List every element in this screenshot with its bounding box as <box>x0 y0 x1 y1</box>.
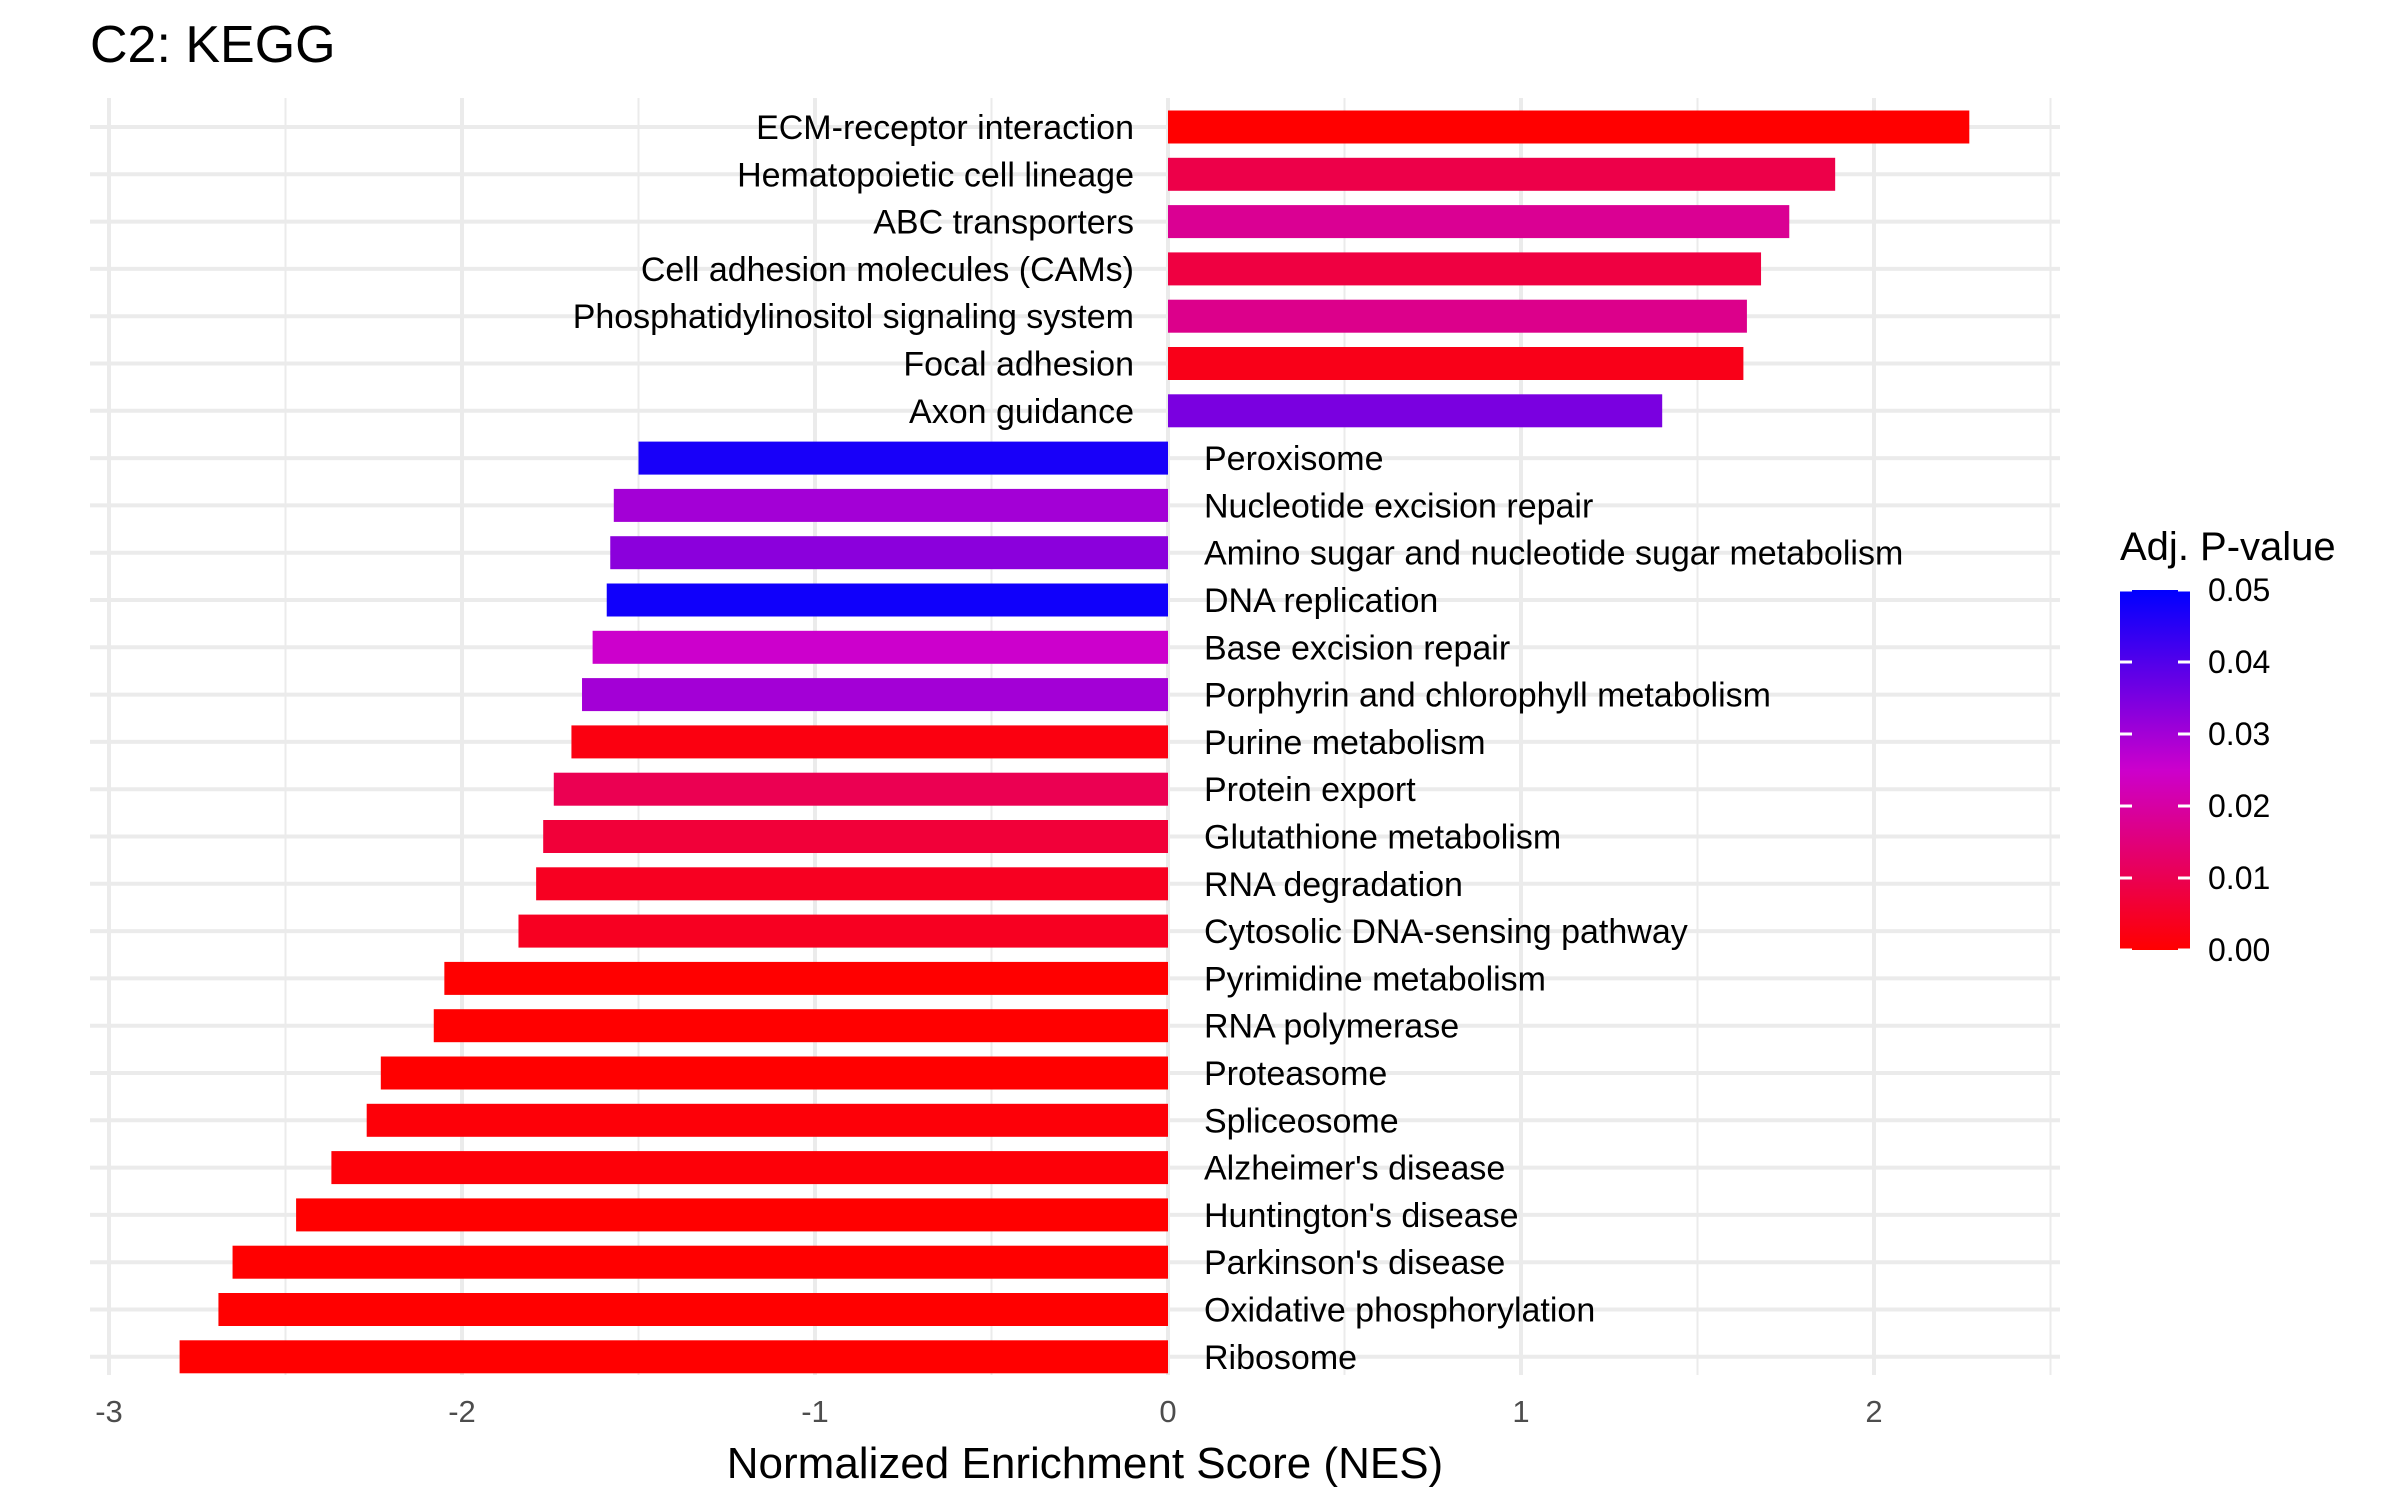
bar-9 <box>610 536 1168 570</box>
bar-21 <box>366 1103 1168 1137</box>
legend-tick-label: 0.03 <box>2208 716 2270 752</box>
color-legend: Adj. P-value 0.05 0.04 0.03 0.02 0.01 0.00 <box>2120 525 2336 968</box>
category-label-6: Axon guidance <box>909 393 1134 431</box>
x-tick-label: 0 <box>1159 1394 1176 1429</box>
bar-0 <box>1168 110 1970 144</box>
category-label-22: Alzheimer's disease <box>1204 1150 1505 1188</box>
category-label-23: Huntington's disease <box>1204 1197 1519 1235</box>
bar-11 <box>592 630 1168 664</box>
bar-14 <box>553 772 1168 806</box>
bar-13 <box>571 725 1168 759</box>
legend-tick-label: 0.01 <box>2208 860 2270 896</box>
legend-title: Adj. P-value <box>2120 525 2336 569</box>
legend-tick-label: 0.00 <box>2208 932 2270 968</box>
category-label-26: Ribosome <box>1204 1339 1357 1377</box>
category-label-17: Cytosolic DNA-sensing pathway <box>1204 913 1688 951</box>
category-label-11: Base excision repair <box>1204 629 1510 667</box>
category-label-14: Protein export <box>1204 771 1416 809</box>
x-tick-label: -3 <box>95 1394 123 1429</box>
category-label-21: Spliceosome <box>1204 1102 1399 1140</box>
legend-ticks-group: 0.05 0.04 0.03 0.02 0.01 0.00 <box>2120 572 2270 968</box>
bar-15 <box>543 820 1168 853</box>
bars-group <box>179 110 1970 1374</box>
category-label-10: DNA replication <box>1204 582 1438 620</box>
bar-7 <box>638 441 1168 475</box>
bar-20 <box>380 1056 1168 1090</box>
category-label-18: Pyrimidine metabolism <box>1204 960 1546 998</box>
bar-26 <box>179 1340 1169 1374</box>
bar-5 <box>1168 347 1744 380</box>
category-label-20: Proteasome <box>1204 1055 1387 1093</box>
x-tick-label: -1 <box>801 1394 829 1429</box>
category-label-16: RNA degradation <box>1204 866 1463 904</box>
x-axis-title: Normalized Enrichment Score (NES) <box>727 1439 1443 1488</box>
bar-12 <box>582 678 1168 712</box>
chart-title: C2: KEGG <box>90 16 336 74</box>
category-labels-group: ECM-receptor interaction Hematopoietic ce… <box>573 109 1904 1377</box>
category-label-1: Hematopoietic cell lineage <box>737 156 1134 194</box>
category-label-25: Oxidative phosphorylation <box>1204 1292 1595 1330</box>
category-label-15: Glutathione metabolism <box>1204 819 1561 857</box>
category-label-13: Purine metabolism <box>1204 724 1486 762</box>
bar-4 <box>1168 299 1747 333</box>
category-label-19: RNA polymerase <box>1204 1008 1459 1046</box>
x-tick-label: 2 <box>1865 1394 1882 1429</box>
category-label-12: Porphyrin and chlorophyll metabolism <box>1204 677 1771 715</box>
category-label-8: Nucleotide excision repair <box>1204 487 1593 525</box>
legend-colorbar <box>2120 590 2190 950</box>
bar-18 <box>444 961 1169 995</box>
x-tick-labels-group: -3 -2 -1 0 1 2 <box>95 1394 1882 1429</box>
category-label-7: Peroxisome <box>1204 440 1384 478</box>
legend-tick-label: 0.02 <box>2208 788 2270 824</box>
legend-tick-label: 0.05 <box>2208 572 2270 608</box>
category-label-9: Amino sugar and nucleotide sugar metabol… <box>1204 535 1903 573</box>
bar-19 <box>433 1009 1168 1043</box>
category-label-5: Focal adhesion <box>903 346 1134 384</box>
bar-8 <box>613 488 1168 522</box>
category-label-2: ABC transporters <box>873 204 1134 242</box>
bar-24 <box>232 1245 1169 1279</box>
bar-2 <box>1168 205 1790 239</box>
x-tick-label: -2 <box>448 1394 476 1429</box>
category-label-4: Phosphatidylinositol signaling system <box>573 298 1134 336</box>
bar-6 <box>1168 394 1663 428</box>
bar-10 <box>606 583 1168 617</box>
x-tick-label: 1 <box>1512 1394 1529 1429</box>
category-label-0: ECM-receptor interaction <box>756 109 1134 147</box>
legend-tick-label: 0.04 <box>2208 644 2270 680</box>
bar-16 <box>536 867 1168 901</box>
bar-22 <box>331 1151 1168 1185</box>
category-label-3: Cell adhesion molecules (CAMs) <box>641 251 1134 289</box>
bar-17 <box>518 914 1168 948</box>
bar-1 <box>1168 157 1836 191</box>
bar-23 <box>296 1198 1169 1232</box>
category-label-24: Parkinson's disease <box>1204 1244 1505 1282</box>
bar-3 <box>1168 252 1762 286</box>
bar-25 <box>218 1293 1168 1326</box>
